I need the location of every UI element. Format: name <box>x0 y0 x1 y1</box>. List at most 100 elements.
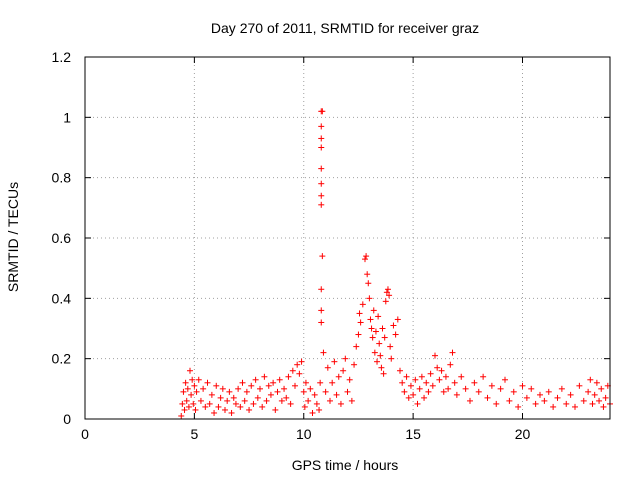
data-point <box>587 376 594 383</box>
data-point <box>202 403 209 410</box>
data-point <box>319 108 326 115</box>
data-point <box>506 397 513 404</box>
x-tick-label: 10 <box>296 426 312 442</box>
data-point <box>287 400 294 407</box>
data-point <box>353 343 360 350</box>
data-point <box>317 379 324 386</box>
data-point <box>185 403 192 410</box>
y-tick-label: 0.6 <box>52 230 72 246</box>
data-point <box>335 373 342 380</box>
data-point <box>193 388 200 395</box>
data-point <box>550 403 557 410</box>
data-point <box>237 403 244 410</box>
plot-frame <box>84 56 611 420</box>
data-point <box>567 391 574 398</box>
data-point <box>427 370 434 377</box>
data-point <box>537 391 543 398</box>
y-axis-label: SRMTID / TECUs <box>5 182 21 292</box>
data-point <box>222 406 228 413</box>
data-point <box>414 400 421 407</box>
data-point <box>558 385 565 392</box>
data-point <box>183 397 190 404</box>
x-tick-label: 0 <box>81 426 89 442</box>
data-point <box>278 397 285 404</box>
data-point <box>554 394 561 401</box>
data-point <box>331 358 338 365</box>
data-point <box>337 400 344 407</box>
data-point <box>270 379 277 386</box>
data-point <box>519 382 526 389</box>
data-point <box>217 394 224 401</box>
data-point <box>318 123 325 130</box>
data-point <box>368 325 375 332</box>
data-point <box>311 391 318 398</box>
data-point <box>305 397 312 404</box>
data-point <box>458 373 465 380</box>
data-point <box>259 403 266 410</box>
data-point <box>322 388 329 395</box>
data-point <box>318 144 325 151</box>
tick-labels: 0 5 10 15 20 0 0.2 0.4 0.6 0.8 1 1.2 <box>52 49 531 442</box>
data-point <box>318 307 325 314</box>
data-point <box>281 385 288 392</box>
data-point <box>208 391 215 398</box>
data-point <box>497 385 504 392</box>
data-point <box>381 334 388 341</box>
data-point <box>307 385 314 392</box>
data-point <box>541 397 548 404</box>
data-point <box>401 388 408 395</box>
data-point <box>440 388 447 395</box>
data-point <box>377 352 384 359</box>
data-point <box>267 391 274 398</box>
data-point <box>394 316 401 323</box>
x-tick-label: 5 <box>190 426 198 442</box>
chart-title: Day 270 of 2011, SRMTID for receiver gra… <box>211 20 479 36</box>
data-point <box>289 367 296 374</box>
data-point <box>405 394 412 401</box>
y-tick-label: 0.4 <box>52 290 72 306</box>
data-point <box>272 406 279 413</box>
data-point <box>318 180 325 187</box>
data-point <box>462 385 469 392</box>
data-point <box>480 373 487 380</box>
data-point <box>449 349 456 356</box>
data-point <box>246 406 253 413</box>
data-point <box>318 201 325 208</box>
data-point <box>211 409 218 416</box>
data-point <box>302 379 309 386</box>
data-point <box>386 292 393 299</box>
data-point <box>300 388 307 395</box>
data-point <box>215 403 222 410</box>
data-point <box>379 325 386 332</box>
data-point <box>318 135 325 142</box>
data-point <box>178 412 185 419</box>
data-point <box>327 397 333 404</box>
data-point <box>313 400 320 407</box>
data-point <box>230 394 237 401</box>
data-point <box>195 376 202 383</box>
data-point <box>382 298 389 305</box>
data-point <box>257 385 263 392</box>
data-point <box>453 391 460 398</box>
data-point <box>416 385 423 392</box>
data-point <box>375 313 382 320</box>
data-point <box>407 382 414 389</box>
data-point <box>188 391 195 398</box>
data-point <box>248 382 255 389</box>
x-tick-label: 15 <box>405 426 421 442</box>
data-point <box>367 316 374 323</box>
data-points <box>178 108 613 419</box>
data-point <box>283 394 290 401</box>
data-point <box>179 400 186 407</box>
data-point <box>563 400 570 407</box>
data-point <box>197 397 204 404</box>
data-point <box>250 400 257 407</box>
data-point <box>432 352 438 359</box>
data-point <box>316 406 323 413</box>
data-point <box>493 400 500 407</box>
data-point <box>320 349 327 356</box>
data-point <box>180 388 187 395</box>
data-point <box>366 295 373 302</box>
data-point <box>380 370 387 377</box>
data-point <box>600 403 607 410</box>
